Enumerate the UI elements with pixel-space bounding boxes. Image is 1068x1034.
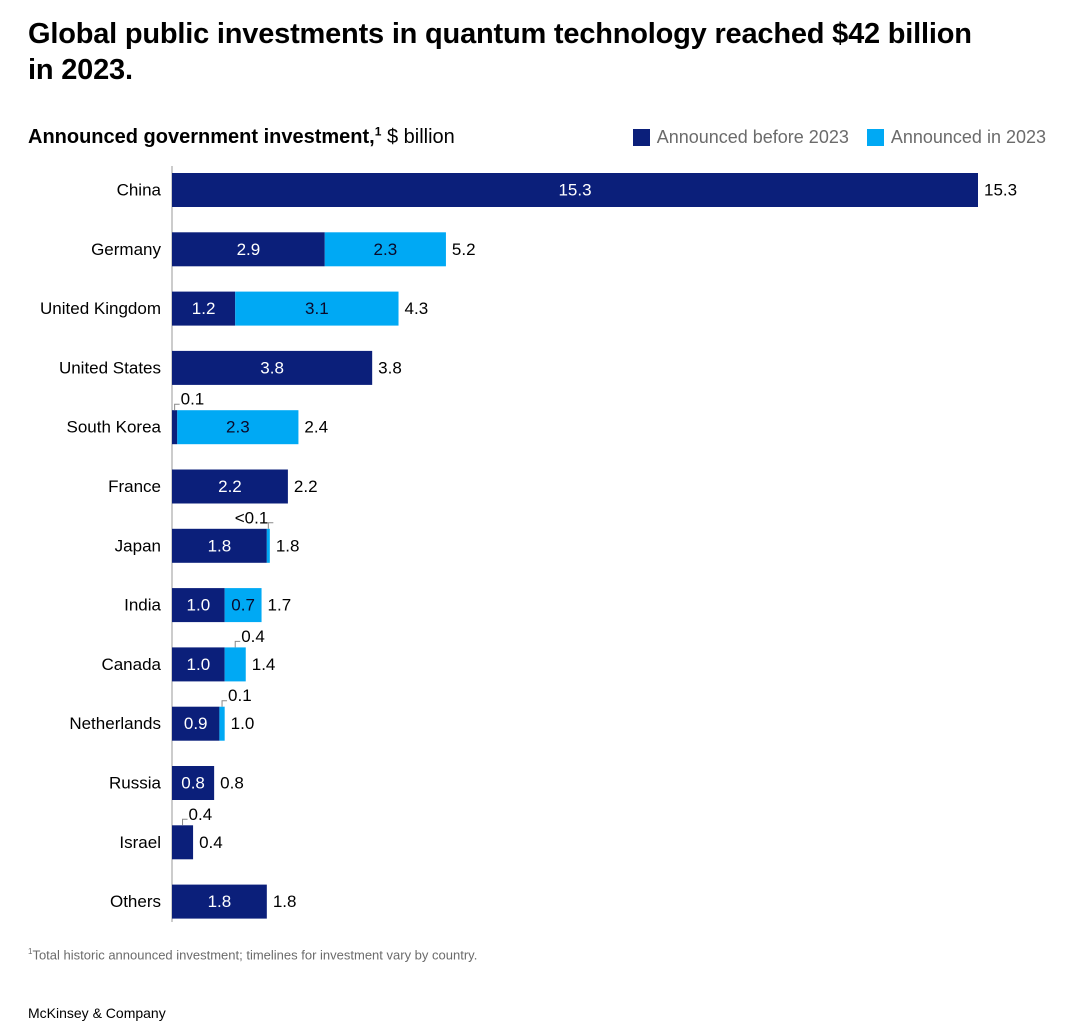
bar-label-before: 15.3 xyxy=(558,181,591,200)
bar-total-label: 1.8 xyxy=(273,892,297,911)
bar-total-label: 1.8 xyxy=(276,536,300,555)
bar-label-before: 3.8 xyxy=(260,358,284,377)
leader-line xyxy=(267,522,274,529)
category-label: South Korea xyxy=(66,418,161,437)
category-label: Germany xyxy=(91,240,161,259)
bar-total-label: 0.4 xyxy=(199,833,223,852)
bar-total-label: 3.8 xyxy=(378,358,402,377)
legend-label-before: Announced before 2023 xyxy=(656,127,849,147)
category-label: Others xyxy=(110,892,161,911)
legend-label-in: Announced in 2023 xyxy=(890,127,1046,147)
bar-segment-in xyxy=(224,647,246,682)
bar-label-before: 0.8 xyxy=(181,774,205,793)
subtitle-label: Announced government investment, xyxy=(28,126,375,148)
bar-total-label: 1.7 xyxy=(268,596,292,615)
leader-line xyxy=(174,403,180,411)
bar-segment-in xyxy=(324,232,446,267)
bar-label-before: 1.2 xyxy=(192,299,216,318)
bar-label-before: 1.0 xyxy=(187,655,211,674)
category-label: Israel xyxy=(119,833,161,852)
footnote: 1Total historic announced investment; ti… xyxy=(28,947,477,962)
legend-item-before: Announced before 2023 xyxy=(632,127,849,148)
legend-swatch-in xyxy=(866,129,884,146)
category-label: Canada xyxy=(101,655,161,674)
bar-segment-before xyxy=(172,706,220,741)
bar-total-label: 2.4 xyxy=(304,418,328,437)
bar-segment-in xyxy=(219,706,225,741)
bar-label-in: 2.3 xyxy=(374,240,398,259)
bar-segment-before xyxy=(172,884,267,919)
bar-segment-before xyxy=(172,350,373,385)
bar-segment-before xyxy=(172,647,225,682)
bar-label-in: 3.1 xyxy=(305,299,329,318)
bar-label-before: 0.1 xyxy=(181,390,205,409)
bar-label-before: 1.8 xyxy=(208,892,232,911)
bar-total-label: 0.8 xyxy=(220,774,244,793)
bar-label-before: 0.4 xyxy=(189,805,213,824)
bar-label-in: <0.1 xyxy=(235,508,269,527)
footnote-marker: 1 xyxy=(28,947,33,956)
bar-label-in: 2.3 xyxy=(226,418,250,437)
bar-segment-in xyxy=(266,528,270,563)
chart-subtitle: Announced government investment,1 $ bill… xyxy=(28,124,455,150)
bar-segment-in xyxy=(177,410,299,445)
bar-label-before: 2.2 xyxy=(218,477,242,496)
category-label: France xyxy=(108,477,161,496)
leader-line xyxy=(182,818,188,826)
category-label: Netherlands xyxy=(69,714,161,733)
bar-total-label: 4.3 xyxy=(405,299,429,318)
bar-segment-before xyxy=(172,588,225,623)
footnote-text: Total historic announced investment; tim… xyxy=(32,947,478,963)
bar-total-label: 5.2 xyxy=(452,240,476,259)
subtitle-footnote-marker: 1 xyxy=(374,124,382,139)
bar-segment-in xyxy=(235,291,399,326)
bar-segment-before xyxy=(172,528,267,563)
bar-label-before: 2.9 xyxy=(237,240,261,259)
bar-segment-before xyxy=(172,410,178,445)
bar-total-label: 2.2 xyxy=(294,477,318,496)
bar-total-label: 1.0 xyxy=(231,714,255,733)
category-label: Japan xyxy=(115,536,161,555)
chart-title: Global public investments in quantum tec… xyxy=(28,18,972,86)
leader-line xyxy=(221,700,228,707)
chart-legend: Announced before 2023 Announced in 2023 xyxy=(615,127,1046,148)
bar-label-before: 1.8 xyxy=(208,536,232,555)
leader-line xyxy=(234,640,241,648)
bar-segment-before xyxy=(172,173,978,207)
bar-segment-before xyxy=(172,825,194,860)
bar-segment-before xyxy=(172,291,236,326)
bar-total-label: 15.3 xyxy=(984,181,1017,200)
bar-label-in: 0.7 xyxy=(231,596,255,615)
bar-label-before: 1.0 xyxy=(187,596,211,615)
subtitle-unit: $ billion xyxy=(386,126,455,148)
category-label: India xyxy=(124,596,161,615)
bar-label-before: 0.9 xyxy=(184,714,208,733)
bar-chart: China 15.3 15.3 Germany 2.9 2.3 5.2 United King… xyxy=(40,166,1017,922)
category-label: China xyxy=(117,181,162,200)
category-label: Russia xyxy=(109,774,162,793)
legend-item-in: Announced in 2023 xyxy=(866,127,1046,148)
category-label: United States xyxy=(59,358,161,377)
category-label: United Kingdom xyxy=(40,299,161,318)
bar-label-in: 0.1 xyxy=(228,686,252,705)
bar-segment-before xyxy=(172,469,288,504)
brand-name: McKinsey & Company xyxy=(28,1005,166,1021)
bar-segment-in xyxy=(224,588,262,623)
bar-segment-before xyxy=(172,766,215,800)
bar-label-in: 0.4 xyxy=(241,627,265,646)
bar-total-label: 1.4 xyxy=(252,655,276,674)
bar-segment-before xyxy=(172,232,325,267)
legend-swatch-before xyxy=(632,129,650,146)
